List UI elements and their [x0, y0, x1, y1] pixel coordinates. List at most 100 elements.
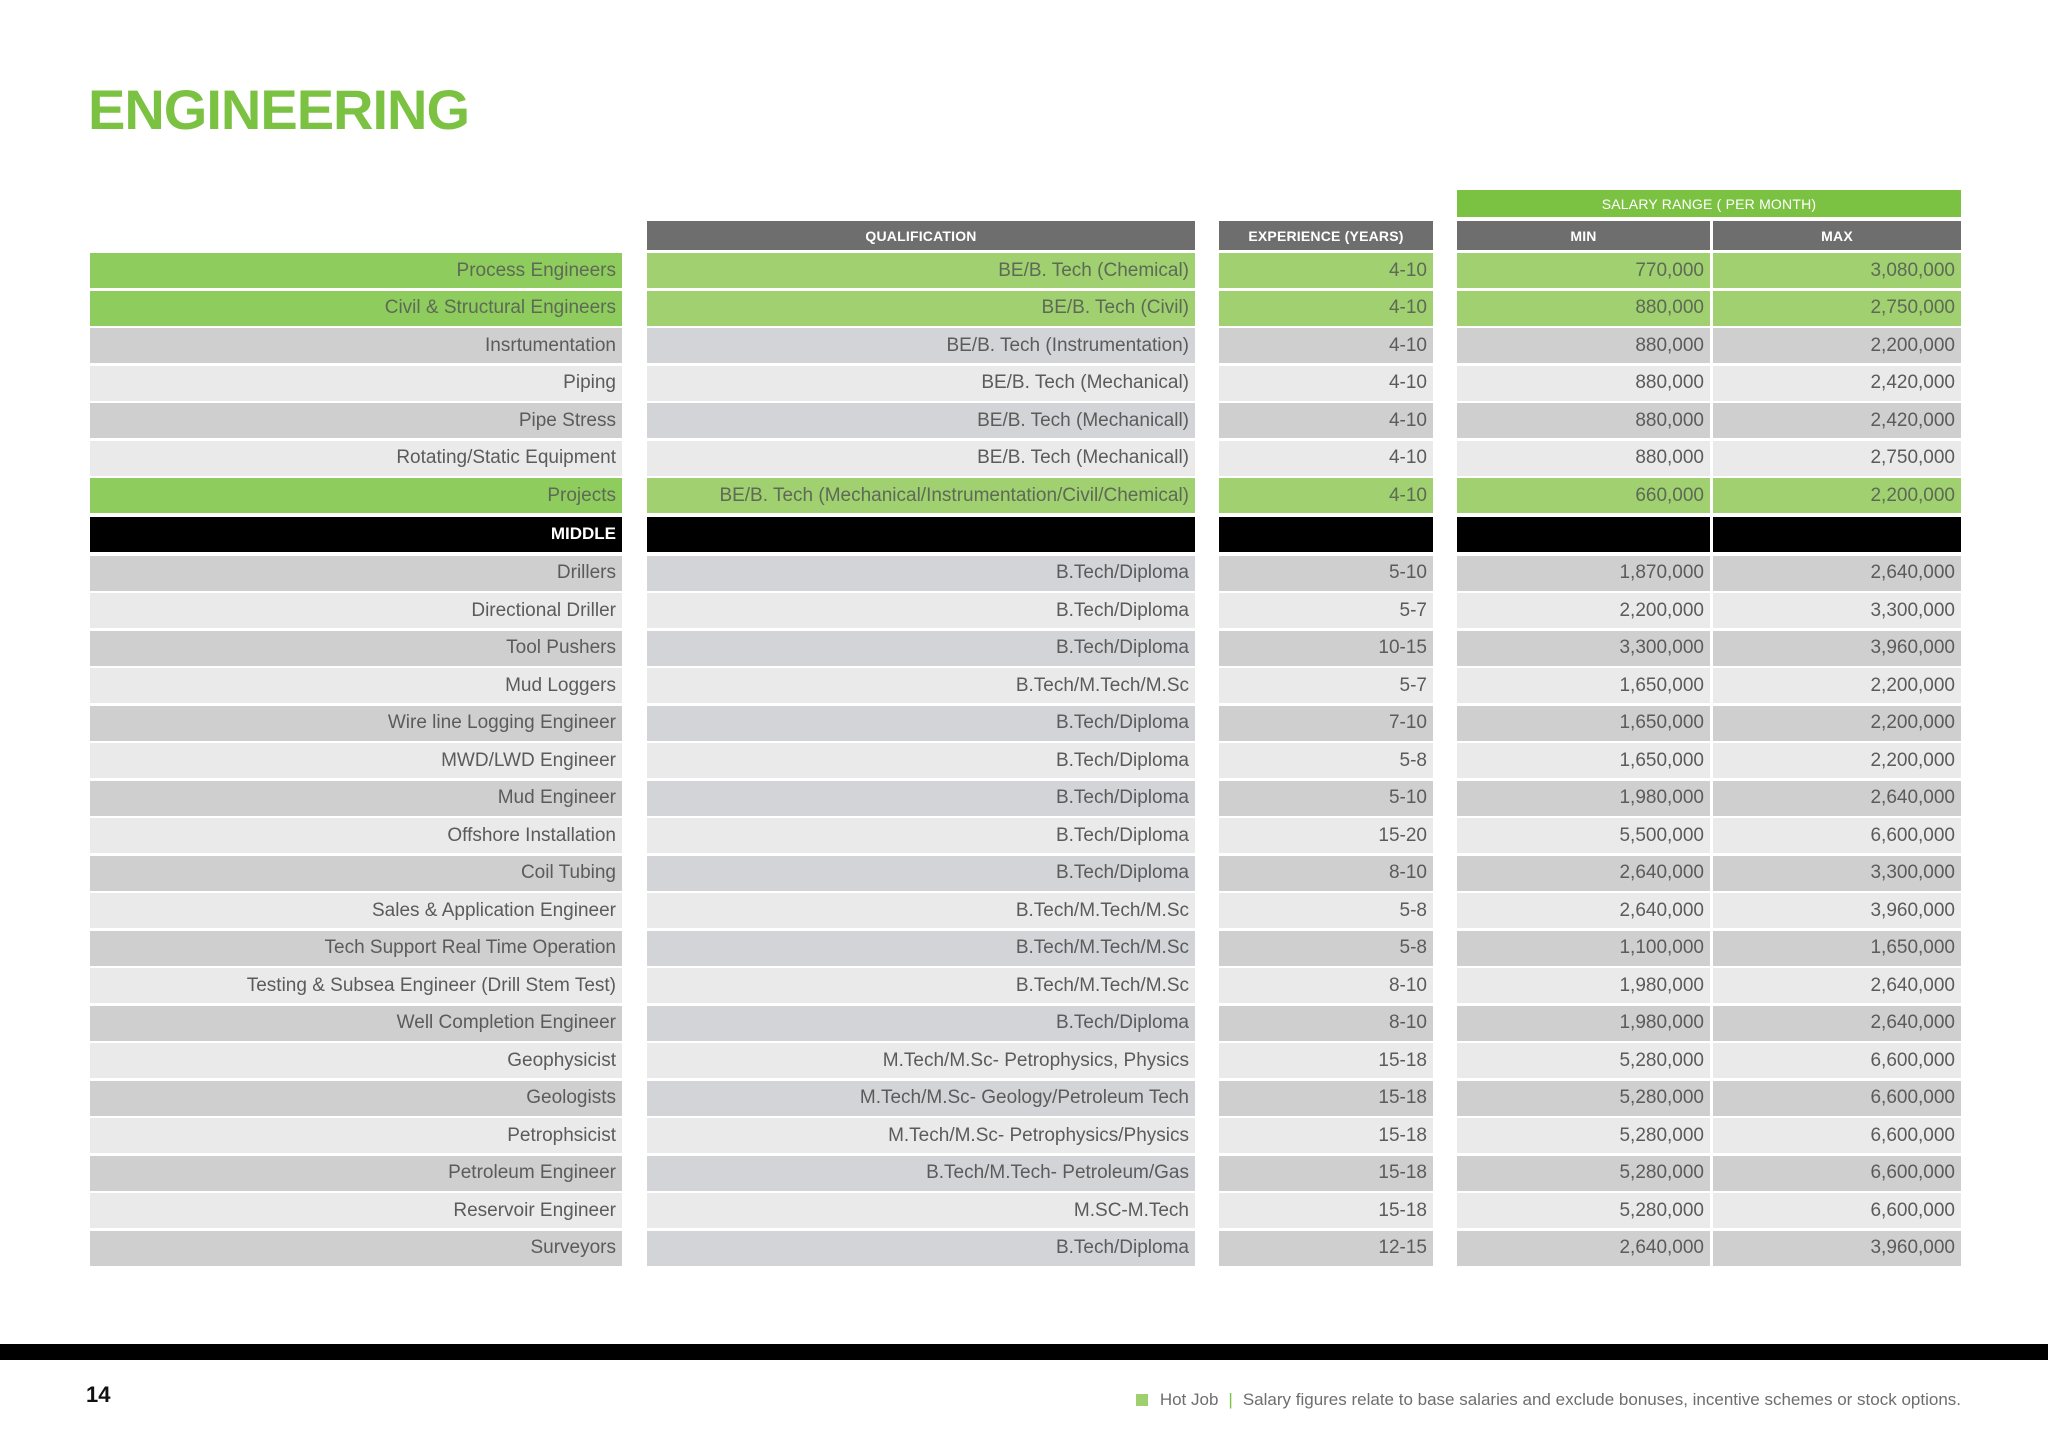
- max-salary-cell: 2,200,000: [1713, 743, 1961, 778]
- qualification-cell: [647, 516, 1195, 552]
- page-title: ENGINEERING: [88, 78, 470, 141]
- hot-job-swatch-icon: [1135, 1394, 1148, 1406]
- experience-cell: 4-10: [1219, 478, 1433, 513]
- role-cell: Reservoir Engineer: [90, 1193, 622, 1228]
- experience-cell: 15-18: [1219, 1080, 1433, 1116]
- table-row: Petrophsicist M.Tech/M.Sc- Petrophysics/P…: [0, 1118, 2048, 1153]
- table-row: Petroleum Engineer B.Tech/M.Tech- Petrole…: [0, 1155, 2048, 1191]
- max-salary-cell: 6,600,000: [1713, 1118, 1961, 1153]
- experience-cell: 5-7: [1219, 593, 1433, 628]
- experience-cell: 5-8: [1219, 930, 1433, 966]
- qualification-cell: BE/B. Tech (Mechanicall): [647, 440, 1195, 476]
- qualification-cell: B.Tech/M.Tech/M.Sc: [647, 893, 1195, 928]
- min-salary-cell: 1,980,000: [1457, 1005, 1710, 1041]
- table-row: Wire line Logging Engineer B.Tech/Diploma…: [0, 705, 2048, 741]
- min-salary-cell: 2,200,000: [1457, 593, 1710, 628]
- qualification-cell: BE/B. Tech (Mechanicall): [647, 403, 1195, 438]
- min-salary-cell: 880,000: [1457, 365, 1710, 401]
- experience-cell: 5-8: [1219, 893, 1433, 928]
- role-cell: Petroleum Engineer: [90, 1155, 622, 1191]
- table-row: Process Engineers BE/B. Tech (Chemical) 4-…: [0, 253, 2048, 288]
- qualification-header: QUALIFICATION: [647, 221, 1195, 250]
- experience-cell: 5-7: [1219, 668, 1433, 703]
- role-cell: Pipe Stress: [90, 403, 622, 438]
- experience-cell: 4-10: [1219, 440, 1433, 476]
- table-row: Reservoir Engineer M.SC-M.Tech 15-18 5,280,…: [0, 1193, 2048, 1228]
- footnote: Hot Job | Salary figures relate to base …: [1135, 1390, 1961, 1410]
- min-salary-cell: 5,280,000: [1457, 1193, 1710, 1228]
- role-cell: Wire line Logging Engineer: [90, 705, 622, 741]
- experience-cell: 4-10: [1219, 253, 1433, 288]
- qualification-cell: M.Tech/M.Sc- Petrophysics/Physics: [647, 1118, 1195, 1153]
- qualification-cell: B.Tech/M.Tech/M.Sc: [647, 968, 1195, 1003]
- experience-cell: 4-10: [1219, 403, 1433, 438]
- section-header-row: MIDDLE: [0, 516, 2048, 552]
- table-row: Rotating/Static Equipment BE/B. Tech (Mec…: [0, 440, 2048, 476]
- role-cell: MIDDLE: [90, 516, 622, 552]
- role-cell: Tech Support Real Time Operation: [90, 930, 622, 966]
- experience-cell: 5-10: [1219, 555, 1433, 591]
- max-salary-cell: 6,600,000: [1713, 1193, 1961, 1228]
- role-cell: Geophysicist: [90, 1043, 622, 1078]
- experience-cell: 15-18: [1219, 1043, 1433, 1078]
- qualification-cell: B.Tech/Diploma: [647, 818, 1195, 853]
- role-cell: Offshore Installation: [90, 818, 622, 853]
- table-row: Drillers B.Tech/Diploma 5-10 1,870,000 2,640…: [0, 555, 2048, 591]
- min-header: MIN: [1457, 221, 1710, 250]
- qualification-cell: B.Tech/Diploma: [647, 780, 1195, 816]
- experience-cell: 8-10: [1219, 855, 1433, 891]
- table-row: Mud Loggers B.Tech/M.Tech/M.Sc 5-7 1,650,00…: [0, 668, 2048, 703]
- max-salary-cell: 6,600,000: [1713, 818, 1961, 853]
- experience-cell: 15-18: [1219, 1155, 1433, 1191]
- max-salary-cell: 2,640,000: [1713, 1005, 1961, 1041]
- experience-cell: 4-10: [1219, 328, 1433, 363]
- table-row: Mud Engineer B.Tech/Diploma 5-10 1,980,000 2…: [0, 780, 2048, 816]
- max-salary-cell: 3,300,000: [1713, 593, 1961, 628]
- max-salary-cell: 2,200,000: [1713, 328, 1961, 363]
- hot-job-legend-label: Hot Job: [1159, 1390, 1219, 1409]
- experience-cell: 5-10: [1219, 780, 1433, 816]
- role-cell: Testing & Subsea Engineer (Drill Stem Te…: [90, 968, 622, 1003]
- table-row: Coil Tubing B.Tech/Diploma 8-10 2,640,000 3,…: [0, 855, 2048, 891]
- max-salary-cell: 6,600,000: [1713, 1080, 1961, 1116]
- experience-header: EXPERIENCE (YEARS): [1219, 221, 1433, 250]
- qualification-cell: B.Tech/M.Tech- Petroleum/Gas: [647, 1155, 1195, 1191]
- table-row: Civil & Structural Engineers BE/B. Tech (…: [0, 290, 2048, 326]
- role-cell: Drillers: [90, 555, 622, 591]
- table-row: Tech Support Real Time Operation B.Tech/M…: [0, 930, 2048, 966]
- min-salary-cell: 5,280,000: [1457, 1043, 1710, 1078]
- min-salary-cell: 5,280,000: [1457, 1080, 1710, 1116]
- role-cell: Well Completion Engineer: [90, 1005, 622, 1041]
- experience-cell: 15-20: [1219, 818, 1433, 853]
- table-row: Sales & Application Engineer B.Tech/M.Tec…: [0, 893, 2048, 928]
- experience-cell: 10-15: [1219, 630, 1433, 666]
- min-salary-cell: 5,280,000: [1457, 1118, 1710, 1153]
- qualification-cell: BE/B. Tech (Civil): [647, 290, 1195, 326]
- max-salary-cell: [1713, 516, 1961, 552]
- experience-cell: 5-8: [1219, 743, 1433, 778]
- max-salary-cell: 2,750,000: [1713, 440, 1961, 476]
- table-row: Geologists M.Tech/M.Sc- Geology/Petroleum…: [0, 1080, 2048, 1116]
- min-salary-cell: 880,000: [1457, 290, 1710, 326]
- qualification-cell: M.Tech/M.Sc- Geology/Petroleum Tech: [647, 1080, 1195, 1116]
- max-salary-cell: 2,640,000: [1713, 555, 1961, 591]
- table-row: Surveyors B.Tech/Diploma 12-15 2,640,000 3,9…: [0, 1230, 2048, 1266]
- table-row: Geophysicist M.Tech/M.Sc- Petrophysics, P…: [0, 1043, 2048, 1078]
- min-salary-cell: 5,500,000: [1457, 818, 1710, 853]
- experience-cell: 7-10: [1219, 705, 1433, 741]
- role-cell: Geologists: [90, 1080, 622, 1116]
- role-cell: Mud Engineer: [90, 780, 622, 816]
- min-salary-cell: 1,870,000: [1457, 555, 1710, 591]
- min-salary-cell: 1,980,000: [1457, 780, 1710, 816]
- qualification-cell: B.Tech/Diploma: [647, 593, 1195, 628]
- table-row: Well Completion Engineer B.Tech/Diploma 8-…: [0, 1005, 2048, 1041]
- table-row: Pipe Stress BE/B. Tech (Mechanicall) 4-10 8…: [0, 403, 2048, 438]
- table-row: Projects BE/B. Tech (Mechanical/Instrumen…: [0, 478, 2048, 513]
- min-salary-cell: 2,640,000: [1457, 855, 1710, 891]
- qualification-cell: BE/B. Tech (Mechanical): [647, 365, 1195, 401]
- max-salary-cell: 2,640,000: [1713, 968, 1961, 1003]
- footnote-separator: |: [1228, 1390, 1233, 1409]
- max-salary-cell: 3,960,000: [1713, 1230, 1961, 1266]
- role-cell: Tool Pushers: [90, 630, 622, 666]
